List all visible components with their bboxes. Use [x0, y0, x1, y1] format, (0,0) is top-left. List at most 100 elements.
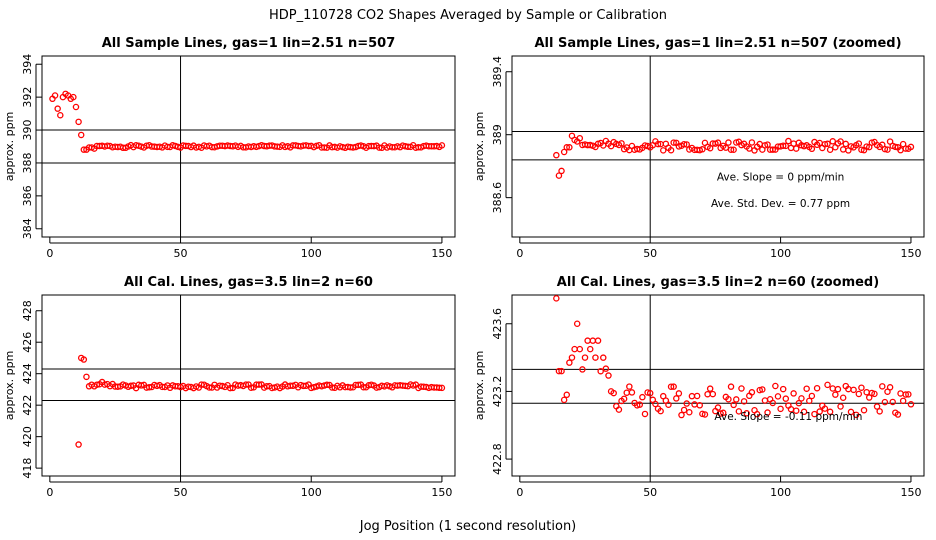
y-tick-label: 389.4	[491, 56, 504, 88]
data-point	[727, 146, 735, 153]
data-point	[654, 140, 662, 148]
y-axis-label: approx. ppm	[473, 351, 486, 421]
data-point	[51, 92, 59, 99]
panel-title: All Sample Lines, gas=1 lin=2.51 n=507 (…	[534, 36, 901, 51]
data-point	[863, 143, 870, 150]
data-point	[837, 138, 844, 145]
data-point	[709, 390, 717, 398]
data-point	[576, 134, 584, 142]
plot-frame	[41, 55, 456, 238]
data-point	[902, 391, 909, 398]
data-points	[75, 354, 446, 448]
data-point	[114, 383, 122, 391]
data-point	[821, 140, 829, 148]
data-point	[675, 390, 683, 397]
panel-title: All Cal. Lines, gas=3.5 lin=2 n=60	[124, 275, 373, 290]
data-point	[759, 386, 766, 393]
data-point	[242, 381, 250, 388]
data-point	[769, 146, 777, 153]
data-point	[855, 390, 863, 398]
data-point	[860, 406, 868, 414]
data-point	[699, 410, 706, 418]
data-point	[75, 441, 82, 448]
data-point	[858, 384, 865, 391]
data-point	[355, 381, 362, 389]
data-point	[803, 385, 810, 392]
data-point	[800, 408, 808, 416]
x-tick-label: 100	[770, 486, 791, 499]
data-point	[782, 395, 790, 402]
data-point	[733, 396, 740, 403]
data-point	[894, 411, 902, 418]
data-point	[597, 367, 604, 375]
y-tick-label: 420	[21, 426, 34, 447]
data-point	[563, 391, 571, 399]
panel-3: All Cal. Lines, gas=3.5 lin=2 n=60 approx…	[3, 275, 456, 499]
data-point	[735, 408, 743, 415]
figure-title: HDP_110728 CO2 Shapes Averaged by Sample…	[269, 8, 667, 23]
y-tick-label: 389	[491, 124, 504, 145]
data-point	[80, 356, 88, 363]
data-point	[889, 398, 896, 406]
data-point	[586, 345, 594, 353]
data-point	[832, 391, 839, 398]
y-tick-label: 388.6	[491, 182, 504, 214]
data-points	[553, 295, 915, 419]
x-tick-label: 0	[516, 486, 523, 499]
data-point	[863, 388, 870, 396]
data-point	[714, 139, 722, 146]
x-tick-label: 150	[431, 486, 452, 499]
data-point	[80, 146, 88, 153]
data-point	[255, 381, 263, 388]
data-point	[615, 406, 623, 413]
data-point	[839, 146, 847, 153]
data-point	[555, 367, 563, 375]
data-point	[772, 382, 779, 390]
x-tick-label: 50	[174, 247, 188, 260]
annotation: Ave. Slope = 0 ppm/min	[717, 171, 844, 183]
data-point	[636, 401, 644, 408]
data-point	[879, 383, 886, 390]
data-point	[145, 384, 153, 391]
data-point	[821, 405, 829, 412]
data-point	[905, 391, 912, 398]
data-point	[571, 345, 578, 353]
data-point	[72, 103, 80, 111]
data-point	[792, 145, 800, 152]
data-point	[657, 407, 664, 415]
data-points	[49, 90, 446, 153]
data-point	[633, 402, 641, 409]
data-point	[839, 394, 847, 401]
y-tick-label: 424	[21, 363, 34, 384]
data-point	[808, 392, 816, 400]
data-point	[594, 337, 602, 344]
data-point	[696, 402, 703, 409]
data-point	[790, 140, 797, 147]
y-axis-label: approx. ppm	[3, 351, 16, 421]
data-point	[646, 389, 654, 397]
y-tick-label: 384	[21, 218, 34, 239]
data-point	[321, 144, 328, 151]
y-tick-label: 392	[21, 87, 34, 108]
data-point	[865, 394, 873, 401]
y-tick-label: 423.2	[491, 376, 504, 408]
data-point	[628, 389, 636, 396]
data-point	[834, 385, 842, 393]
y-tick-label: 394	[21, 54, 34, 75]
data-point	[555, 172, 563, 179]
data-point	[785, 137, 792, 145]
data-point	[323, 381, 331, 389]
data-point	[907, 143, 915, 151]
data-point	[871, 390, 878, 398]
data-point	[360, 383, 367, 391]
y-tick-label: 390	[21, 120, 34, 141]
data-point	[83, 373, 90, 381]
data-point	[892, 143, 899, 151]
data-point	[706, 385, 714, 392]
data-point	[652, 400, 659, 408]
data-point	[764, 409, 771, 416]
data-point	[777, 405, 784, 413]
panel-2: All Sample Lines, gas=1 lin=2.51 n=507 (…	[473, 36, 925, 260]
data-point	[691, 401, 698, 408]
